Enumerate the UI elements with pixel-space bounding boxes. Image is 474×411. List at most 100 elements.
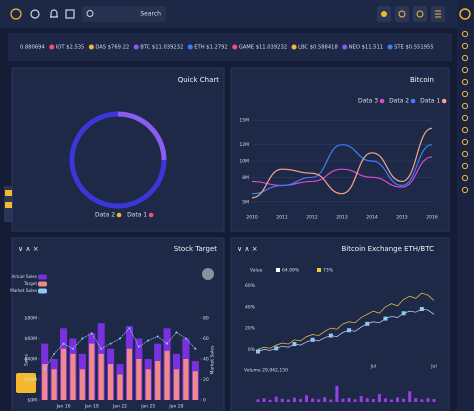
line-series — [257, 292, 435, 350]
sidebar-icon[interactable] — [461, 90, 469, 98]
panel-title: Quick Chart — [178, 76, 220, 84]
volume-bar — [390, 399, 394, 402]
sidebar-icon[interactable] — [461, 126, 469, 134]
bar — [192, 371, 198, 400]
y2-tick-label: 40 — [203, 357, 209, 363]
right-sidebar — [457, 0, 474, 411]
ticker-item: IOT $2.535 — [56, 45, 85, 51]
annotation: 64.99% — [282, 268, 300, 274]
settings-icon[interactable] — [10, 8, 22, 20]
y2-tick-label: 60 — [203, 336, 209, 342]
volume-bar — [396, 397, 400, 402]
point — [100, 347, 103, 350]
y2-axis-label: Market Sales — [210, 345, 216, 375]
x-tick-label: 2010 — [246, 215, 258, 221]
volume-bar — [383, 398, 387, 402]
legend-label: Data 1 — [127, 212, 147, 219]
volume-bar — [359, 396, 363, 402]
bell-icon[interactable] — [50, 9, 58, 18]
marker — [310, 337, 315, 342]
panel-exchange — [230, 237, 450, 411]
bar — [183, 359, 189, 400]
ticker-item: NEO $11.511 — [349, 45, 383, 51]
y-axis-label: Sales — [24, 353, 30, 366]
icon — [435, 10, 441, 18]
bar — [126, 348, 132, 400]
coin-icon — [88, 44, 94, 50]
volume-bar — [335, 385, 339, 402]
point — [156, 335, 159, 338]
panel-title: Bitcoin Exchange ETH/BTC — [341, 245, 434, 253]
sidebar-icon[interactable] — [461, 150, 469, 158]
legend-label: Data 3 — [358, 98, 378, 105]
volume-bar — [286, 399, 290, 402]
y2-tick-label: 20 — [203, 377, 209, 383]
avatar — [202, 268, 214, 280]
volume-bar — [305, 395, 309, 402]
sidebar-icon[interactable] — [461, 138, 469, 146]
logo[interactable] — [459, 8, 471, 20]
sidebar-icon[interactable] — [461, 54, 469, 62]
panel-controls[interactable]: ∨ ∧ × — [18, 245, 39, 253]
top-icons — [10, 8, 75, 20]
point — [175, 331, 178, 334]
volume-bar — [414, 397, 418, 402]
sidebar-icon[interactable] — [461, 30, 469, 38]
fullscreen-icon[interactable] — [65, 9, 75, 19]
chat-button[interactable] — [413, 6, 427, 22]
legend-dot — [410, 98, 416, 104]
x-tick-label: 2012 — [306, 215, 318, 221]
y-tick-label: 8M — [242, 175, 249, 181]
marker — [328, 333, 333, 338]
bar — [164, 350, 170, 400]
point — [184, 337, 187, 340]
chat-fab[interactable] — [16, 373, 36, 393]
bar — [117, 374, 123, 400]
coin-icon — [49, 44, 55, 50]
panel-controls[interactable]: ∨ ∧ × — [237, 245, 258, 253]
sidebar-icon[interactable] — [461, 114, 469, 122]
x-tick-label: Jul — [370, 364, 376, 370]
sidebar-icon[interactable] — [461, 174, 469, 182]
sidebar-icon[interactable] — [461, 42, 469, 50]
user-icon[interactable] — [30, 9, 40, 19]
tab[interactable] — [5, 190, 12, 196]
y-tick-label: 40% — [245, 304, 256, 310]
donut-segment — [69, 111, 167, 209]
volume-bar — [377, 393, 381, 402]
volume-bar — [402, 398, 406, 402]
bar — [51, 369, 57, 400]
x-tick-label: Jul — [430, 364, 436, 370]
volume-bar — [298, 399, 302, 402]
sidebar-icon[interactable] — [461, 162, 469, 170]
y-tick-label: 10M — [239, 159, 249, 165]
line-series — [251, 144, 433, 195]
point — [71, 347, 74, 350]
search-placeholder: Search — [140, 11, 161, 18]
point — [62, 342, 65, 345]
search-box[interactable] — [82, 6, 166, 22]
volume-bar — [408, 391, 412, 402]
tab[interactable] — [5, 202, 12, 208]
coin-icon — [232, 44, 238, 50]
bar — [42, 364, 48, 400]
bar — [108, 364, 114, 400]
annotation: 73% — [323, 268, 334, 274]
at-button[interactable] — [395, 6, 409, 22]
point — [147, 339, 150, 342]
sidebar-icon[interactable] — [461, 78, 469, 86]
sidebar-icon[interactable] — [461, 186, 469, 194]
x-tick-label: Jan 28 — [168, 404, 183, 410]
sidebar-icon[interactable] — [461, 66, 469, 74]
y-tick-label: 20% — [245, 326, 256, 332]
volume-bar — [274, 396, 278, 402]
y-tick-label: $60M — [25, 336, 38, 342]
bar — [89, 343, 95, 400]
volume-bar — [329, 399, 333, 402]
ticker-item: STE $0.551955 — [394, 45, 433, 51]
x-tick-label: 2015 — [396, 215, 408, 221]
bar — [136, 359, 142, 400]
sidebar-icon[interactable] — [461, 102, 469, 110]
icon — [398, 10, 406, 18]
legend-swatch — [38, 288, 47, 294]
